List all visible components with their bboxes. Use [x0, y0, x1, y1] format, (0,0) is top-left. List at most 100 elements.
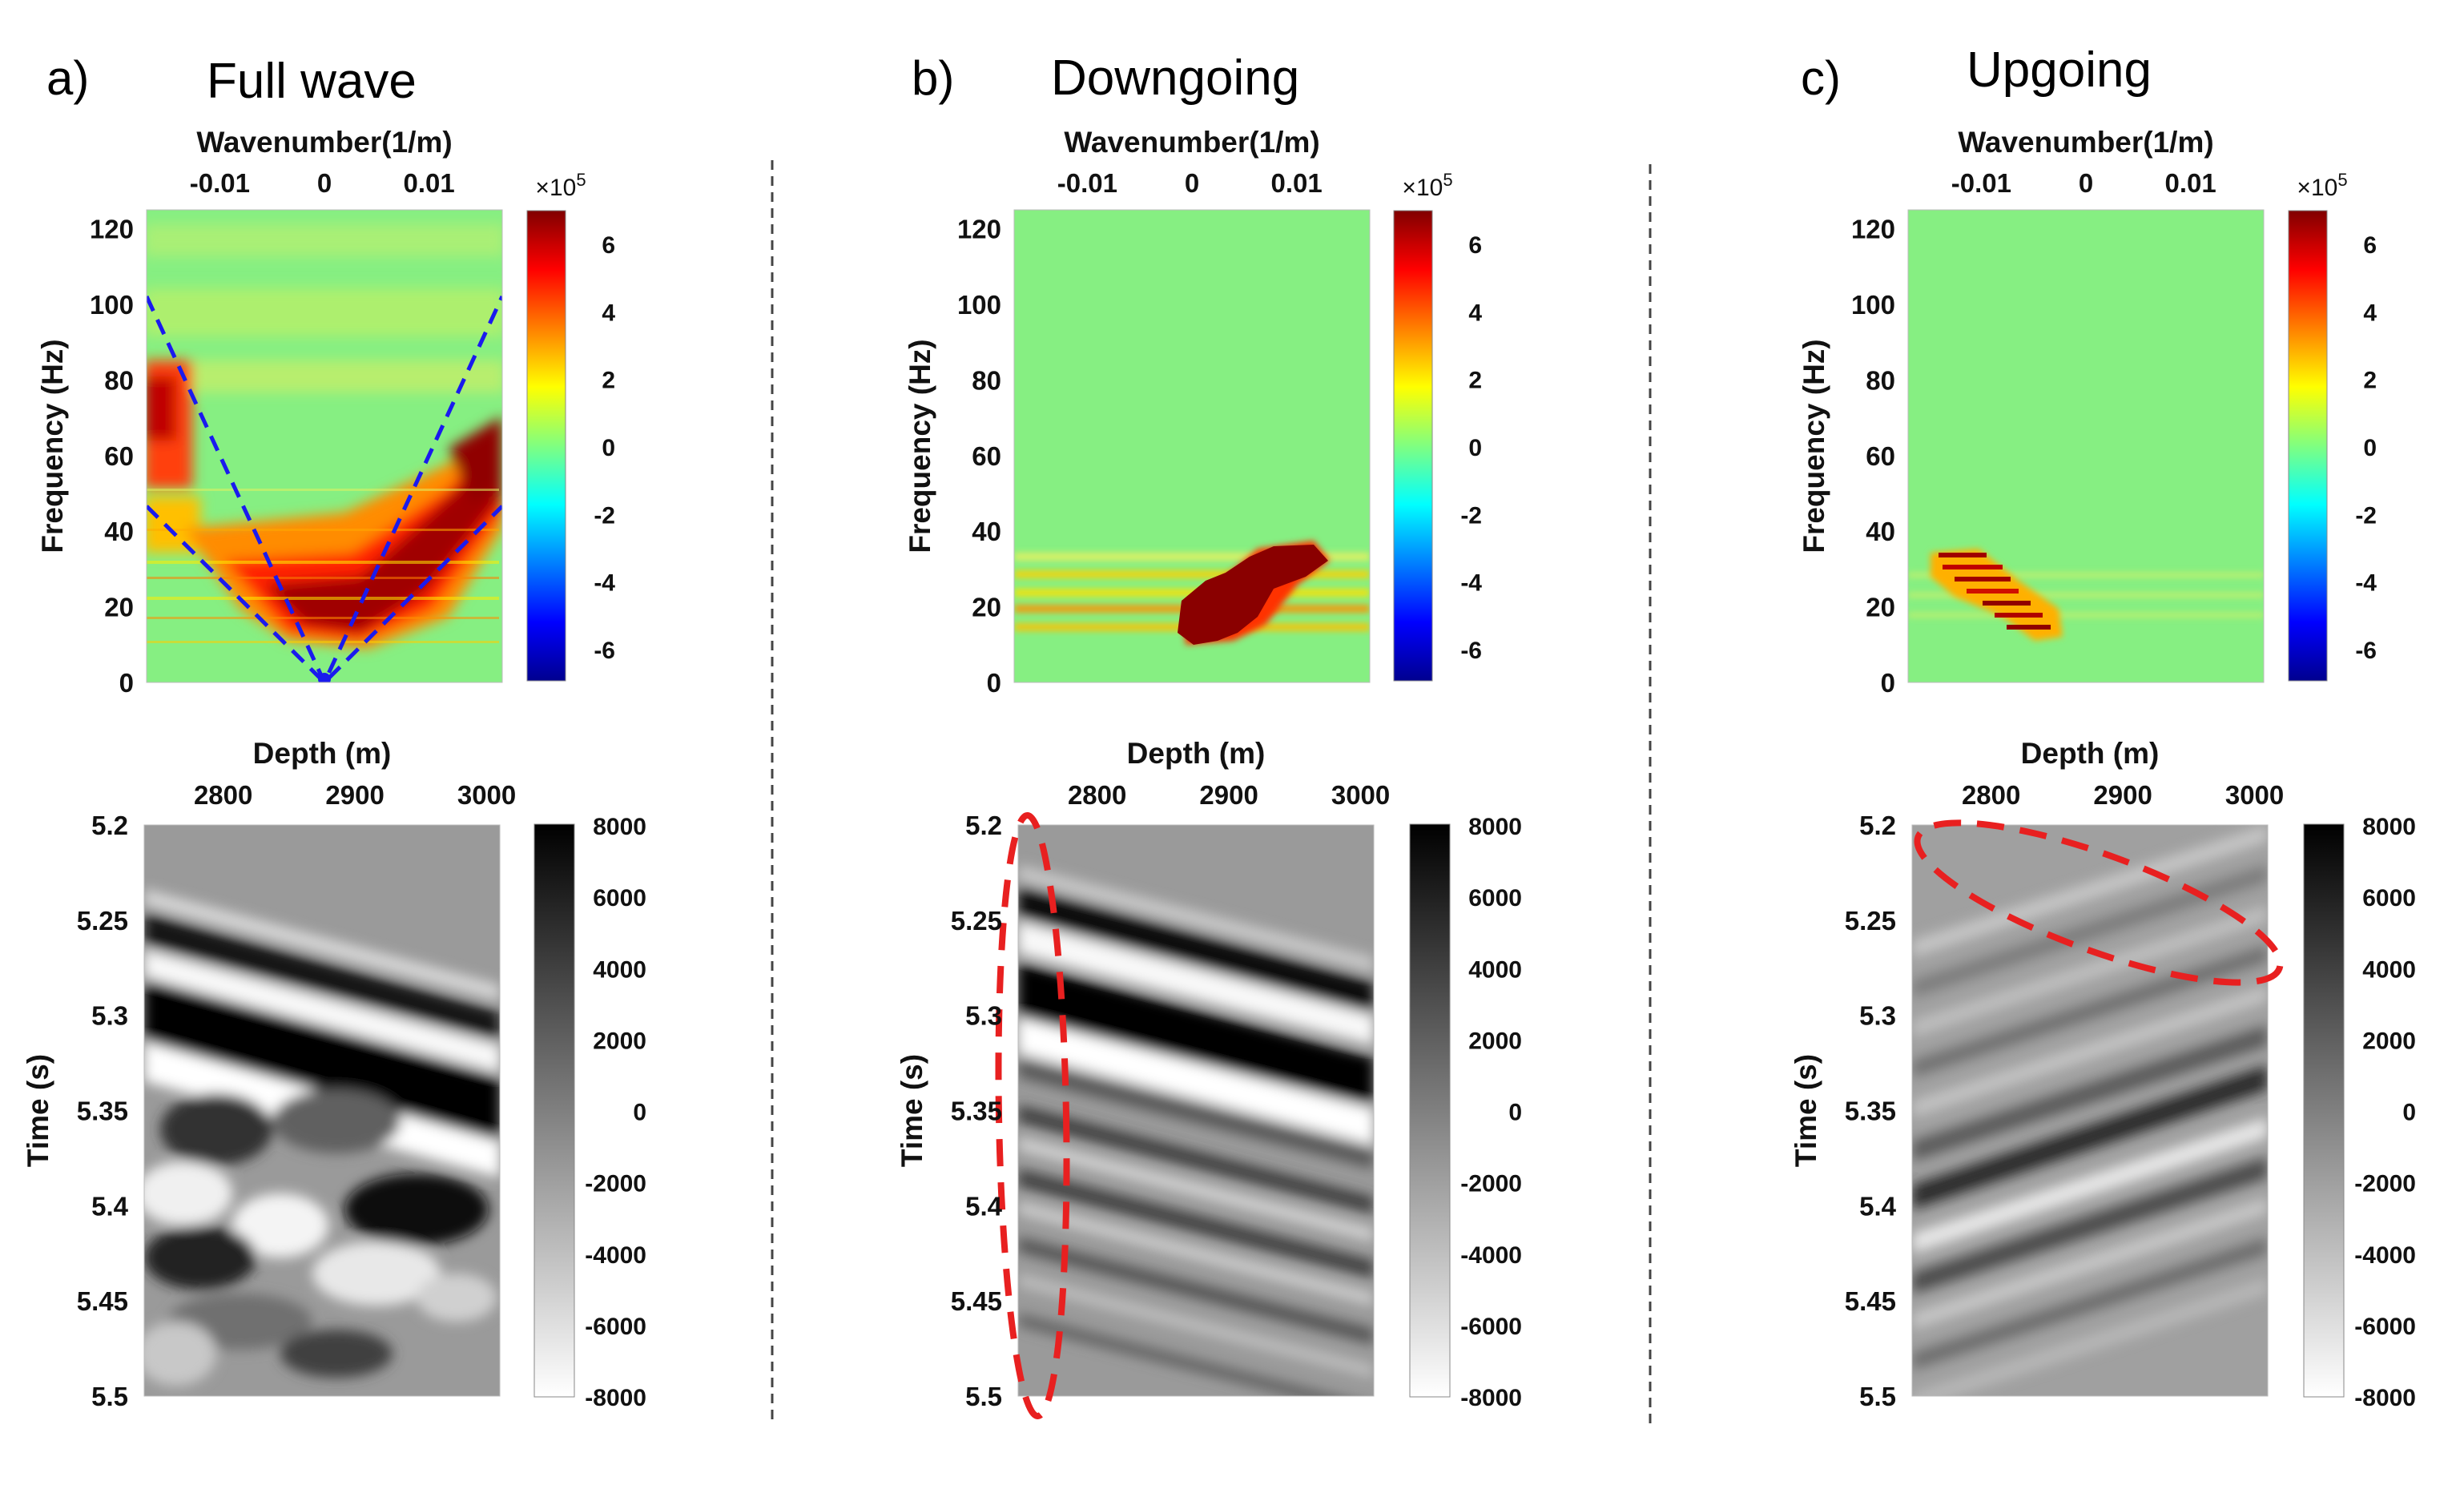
fk-ytick-label: 0	[987, 668, 1001, 698]
fk-plot-a	[147, 210, 502, 682]
tx-ytick-label: 5.3	[91, 1001, 128, 1031]
fk-colorbar-tick: 2	[2363, 368, 2377, 394]
fk-colorbar-tick: -6	[594, 638, 615, 664]
fk-ytick-label: 20	[104, 593, 134, 622]
tx-colorbar-tick: -4000	[2354, 1242, 2416, 1269]
fk-xtick-label: -0.01	[1951, 168, 2011, 198]
tx-colorbar-tick: -4000	[1460, 1242, 1522, 1269]
fk-ytick-label: 60	[1866, 441, 1895, 471]
downgoing-energy-blob	[1178, 545, 1328, 645]
tx-ytick-label: 5.5	[91, 1382, 128, 1411]
tx-xtick-label: 2900	[2093, 780, 2152, 810]
fk-colorbar-tick: 6	[1468, 232, 1482, 259]
tx-colorbar-tick: -2000	[1460, 1171, 1522, 1197]
fk-ytick-label: 100	[957, 290, 1001, 320]
tx-colorbar-tick: 0	[633, 1100, 646, 1126]
fk-ytick-label: 80	[104, 365, 134, 395]
tx-ytick-label: 5.35	[951, 1097, 1002, 1126]
tx-colorbar-tick: -6000	[585, 1314, 646, 1340]
tx-ytick-label: 5.35	[1845, 1097, 1896, 1126]
fk-xtick-label: 0.01	[2164, 168, 2216, 198]
tx-colorbar-tick: -4000	[585, 1242, 646, 1269]
fk-ylabel: Frequency (Hz)	[1798, 339, 1830, 553]
velocity-line-outer	[147, 295, 502, 682]
fk-ylabel: Frequency (Hz)	[36, 339, 69, 553]
tx-plot-b	[1018, 825, 1374, 1396]
tx-ylabel: Time (s)	[22, 1054, 54, 1167]
colorbar-fk-a	[526, 210, 566, 682]
tx-ytick-label: 5.2	[91, 811, 128, 840]
tx-colorbar-tick: 2000	[2362, 1028, 2416, 1054]
fk-colorbar-tick: 0	[2363, 435, 2377, 461]
tx-colorbar-tick: 8000	[2362, 814, 2416, 840]
tx-xlabel: Depth (m)	[1127, 737, 1266, 770]
upgoing-energy-streaks	[1939, 553, 2051, 630]
tx-ytick-label: 5.5	[965, 1382, 1002, 1411]
tx-ytick-label: 5.25	[1845, 906, 1896, 936]
fk-ytick-label: 100	[90, 290, 134, 320]
colorbar-fk-c	[2288, 210, 2328, 682]
panel-title-b: Downgoing	[1051, 50, 1299, 106]
tx-ytick-label: 5.25	[77, 906, 128, 936]
tx-ytick-label: 5.25	[951, 906, 1002, 936]
tx-ytick-label: 5.2	[1859, 811, 1896, 840]
fk-ytick-label: 100	[1851, 290, 1895, 320]
fk-ytick-label: 80	[1866, 365, 1895, 395]
fk-ytick-label: 40	[104, 517, 134, 546]
tx-colorbar-tick: 0	[1508, 1100, 1522, 1126]
fk-colorbar-tick: -6	[1460, 638, 1482, 664]
tx-colorbar-tick: 6000	[2362, 885, 2416, 911]
fk-ytick-label: 120	[1851, 215, 1895, 244]
fk-ytick-label: 20	[972, 593, 1001, 622]
tx-xtick-label: 2900	[325, 780, 384, 810]
tx-ytick-label: 5.2	[965, 811, 1002, 840]
tx-ytick-label: 5.5	[1859, 1382, 1896, 1411]
tx-colorbar-tick: -8000	[1460, 1385, 1522, 1411]
tx-ytick-label: 5.3	[965, 1001, 1002, 1031]
tx-ytick-label: 5.45	[951, 1286, 1002, 1316]
colorbar-tx-b	[1409, 823, 1451, 1398]
tx-colorbar-tick: -8000	[585, 1385, 646, 1411]
fk-colorbar-tick: 0	[1468, 435, 1482, 461]
fk-colorbar-tick: -2	[1460, 502, 1482, 529]
tx-colorbar-tick: 0	[2402, 1100, 2416, 1126]
fk-colorbar-tick: 4	[1468, 300, 1482, 326]
fk-ytick-label: 40	[1866, 517, 1895, 546]
tx-colorbar-tick: -2000	[2354, 1171, 2416, 1197]
fk-colorbar-tick: 4	[2363, 300, 2377, 326]
tx-colorbar-tick: 2000	[593, 1028, 646, 1054]
fk-plot-c	[1908, 210, 2264, 682]
panel-title-c: Upgoing	[1967, 42, 2152, 98]
fk-ytick-label: 0	[1881, 668, 1895, 698]
tx-ytick-label: 5.4	[91, 1191, 129, 1221]
tx-xlabel: Depth (m)	[2021, 737, 2160, 770]
fk-ytick-label: 120	[957, 215, 1001, 244]
tx-ytick-label: 5.45	[77, 1286, 128, 1316]
tx-colorbar-tick: 6000	[593, 885, 646, 911]
fk-colorbar-tick: 2	[1468, 368, 1482, 394]
fk-ytick-label: 60	[972, 441, 1001, 471]
fk-colorbar-tick: -4	[2355, 570, 2377, 597]
fk-xtick-label: -0.01	[190, 168, 250, 198]
fk-colorbar-tick: -4	[1460, 570, 1482, 597]
fk-colorbar-tick: -6	[2355, 638, 2377, 664]
tx-ytick-label: 5.3	[1859, 1001, 1896, 1031]
tx-xtick-label: 2800	[1068, 780, 1126, 810]
tx-xtick-label: 3000	[1331, 780, 1390, 810]
fk-colorbar-tick: 2	[602, 368, 615, 394]
tx-colorbar-tick: 6000	[1468, 885, 1522, 911]
tx-xtick-label: 2800	[1962, 780, 2020, 810]
fk-xtick-label: 0.01	[1270, 168, 1322, 198]
panel-title-a: Full wave	[207, 54, 417, 109]
axis-labels: Wavenumber(1/m)-0.01 0 0.01020406080100120…	[22, 126, 2416, 1411]
panel-letter-c: c)	[1801, 51, 1841, 105]
tx-plot-c	[1912, 825, 2268, 1396]
fk-xtick-label: 0.01	[403, 168, 454, 198]
tx-colorbar-tick: -2000	[585, 1171, 646, 1197]
tx-colorbar-tick: 8000	[1468, 814, 1522, 840]
fk-colorbar-tick: 6	[2363, 232, 2377, 259]
tx-colorbar-tick: -6000	[2354, 1314, 2416, 1340]
tx-ytick-label: 5.4	[1859, 1191, 1897, 1221]
tx-ylabel: Time (s)	[1790, 1054, 1822, 1167]
fk-plot-b	[1014, 210, 1370, 682]
